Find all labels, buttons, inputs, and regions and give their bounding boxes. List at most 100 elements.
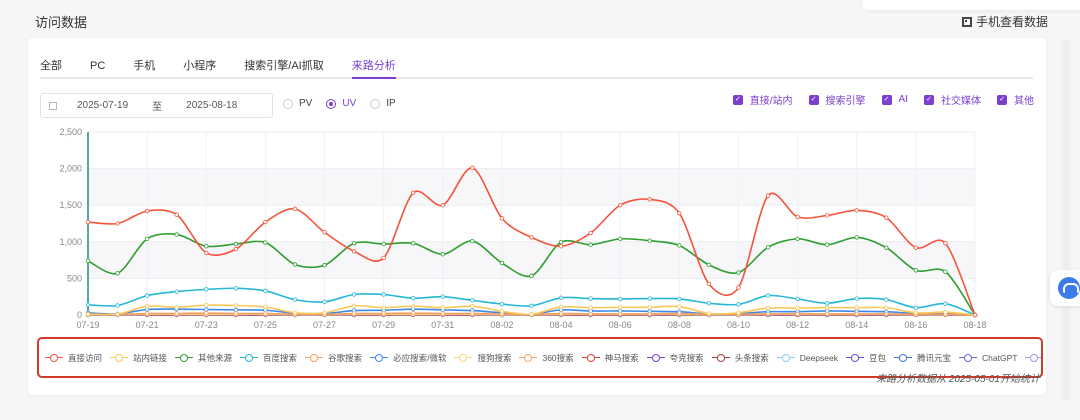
- data-point: [558, 311, 564, 316]
- legend-item[interactable]: Deepseek: [776, 353, 838, 363]
- page-scrollbar[interactable]: [1062, 40, 1070, 400]
- mobile-view-label: 手机查看数据: [976, 15, 1049, 29]
- data-point: [884, 245, 889, 250]
- x-tick-label: 08-12: [786, 320, 809, 330]
- x-tick-label: 08-18: [963, 320, 986, 330]
- data-point: [174, 212, 179, 217]
- data-point: [204, 287, 209, 292]
- data-point: [351, 292, 357, 297]
- data-point: [588, 296, 593, 301]
- data-point: [144, 311, 150, 316]
- data-point: [765, 305, 771, 311]
- tab-mobile[interactable]: 手机: [133, 60, 156, 72]
- legend-item[interactable]: 豆包: [845, 352, 886, 364]
- radio-pv[interactable]: PV: [283, 98, 312, 109]
- data-point: [85, 312, 91, 317]
- y-tick-label: 0: [77, 310, 82, 320]
- data-point: [144, 304, 150, 309]
- legend-item[interactable]: 百度搜索: [240, 352, 297, 364]
- legend-label: 腾讯元宝: [917, 352, 952, 363]
- legend-item[interactable]: 360搜索: [519, 352, 574, 364]
- data-point: [381, 311, 386, 316]
- x-tick-label: 07-29: [372, 320, 395, 330]
- data-point: [470, 298, 475, 303]
- legend-item[interactable]: ChatGPT: [959, 353, 1017, 363]
- tab-search-ai-crawl[interactable]: 搜索引擎/AI抓取: [244, 60, 324, 72]
- legend-item[interactable]: 夸克搜索: [646, 352, 704, 364]
- x-tick-label: 07-23: [195, 320, 218, 330]
- legend-marker-icon: [454, 353, 473, 362]
- legend-item[interactable]: 其他来源: [175, 352, 232, 364]
- legend-marker-icon: [959, 353, 978, 362]
- legend-item[interactable]: 谷歌搜索: [305, 352, 362, 364]
- legend-marker-icon: [646, 353, 665, 362]
- data-point: [144, 208, 150, 214]
- legend-item[interactable]: 搜狗搜索: [454, 352, 511, 364]
- legend-marker-icon: [1025, 353, 1041, 362]
- tab-all[interactable]: 全部: [40, 60, 62, 72]
- data-point: [411, 295, 416, 301]
- data-point: [204, 250, 209, 255]
- data-point: [529, 303, 534, 309]
- data-point: [381, 292, 386, 297]
- legend-item[interactable]: 腾讯元宝: [894, 352, 951, 364]
- data-point: [884, 305, 889, 310]
- legend-label: 神马搜索: [604, 352, 639, 363]
- data-point: [677, 304, 682, 309]
- data-point: [588, 305, 593, 310]
- legend-marker-icon: [240, 353, 259, 362]
- filter-ai[interactable]: ✓ AI: [881, 92, 908, 107]
- data-point: [854, 311, 859, 317]
- legend-marker-icon: [581, 353, 600, 362]
- data-point: [706, 262, 712, 268]
- data-point: [292, 297, 298, 302]
- legend-item[interactable]: Perplexit: [1025, 353, 1041, 363]
- data-point: [292, 310, 298, 316]
- data-point: [499, 260, 505, 266]
- data-point: [647, 296, 652, 301]
- legend-item[interactable]: 站内链接: [110, 352, 167, 364]
- legend-item[interactable]: 直接访问: [45, 352, 102, 364]
- legend-item[interactable]: 必应搜索/微软: [370, 352, 446, 364]
- filter-social[interactable]: ✓ 社交媒体: [924, 92, 981, 107]
- data-point: [618, 296, 623, 302]
- data-point: [943, 309, 948, 315]
- data-point: [263, 288, 268, 294]
- data-point: [144, 236, 150, 242]
- end-date[interactable]: 2025-08-18: [186, 100, 238, 111]
- x-tick-label: 08-10: [727, 320, 750, 330]
- data-point: [499, 309, 505, 314]
- legend-marker-icon: [45, 353, 63, 362]
- data-point: [558, 304, 564, 310]
- filter-search[interactable]: ✓ 搜索引擎: [808, 92, 866, 107]
- y-tick-label: 2,500: [59, 127, 82, 137]
- data-point: [204, 307, 209, 312]
- legend-item[interactable]: 头条搜索: [711, 352, 769, 364]
- data-point: [233, 311, 239, 316]
- data-point: [174, 289, 179, 294]
- filter-other[interactable]: ✓ 其他: [997, 92, 1034, 107]
- data-point: [292, 262, 298, 267]
- start-date[interactable]: 2025-07-19: [77, 100, 129, 111]
- data-point: [85, 258, 91, 264]
- radio-ip[interactable]: IP: [370, 98, 396, 109]
- data-point: [677, 243, 682, 248]
- mobile-view-button[interactable]: 手机查看数据: [962, 13, 1048, 30]
- data-point: [233, 307, 239, 313]
- data-point: [854, 296, 859, 301]
- data-point: [529, 273, 534, 279]
- data-point: [588, 242, 593, 247]
- tab-bar: 全部 PC 手机 小程序 搜索引擎/AI抓取 来路分析: [40, 58, 1033, 79]
- legend-item[interactable]: 神马搜索: [581, 352, 639, 364]
- tab-pc[interactable]: PC: [90, 60, 106, 72]
- filter-direct[interactable]: ✓ 直接/站内: [732, 92, 793, 107]
- data-point: [174, 311, 179, 316]
- tab-referrer-analysis[interactable]: 来路分析: [351, 58, 396, 79]
- tab-miniprogram[interactable]: 小程序: [183, 60, 217, 72]
- customer-service-button[interactable]: [1050, 270, 1080, 306]
- calendar-icon: [49, 101, 57, 110]
- data-point: [824, 305, 830, 310]
- radio-uv[interactable]: UV: [326, 98, 356, 109]
- filter-label: AI: [898, 94, 908, 105]
- date-range-picker[interactable]: 2025-07-19 至 2025-08-18: [40, 93, 273, 118]
